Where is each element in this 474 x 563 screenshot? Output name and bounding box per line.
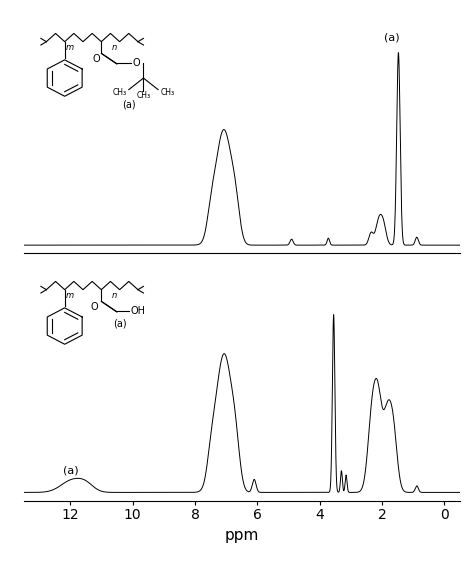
Text: (a): (a) <box>63 465 78 475</box>
X-axis label: ppm: ppm <box>225 528 259 543</box>
Text: (a): (a) <box>384 33 400 43</box>
